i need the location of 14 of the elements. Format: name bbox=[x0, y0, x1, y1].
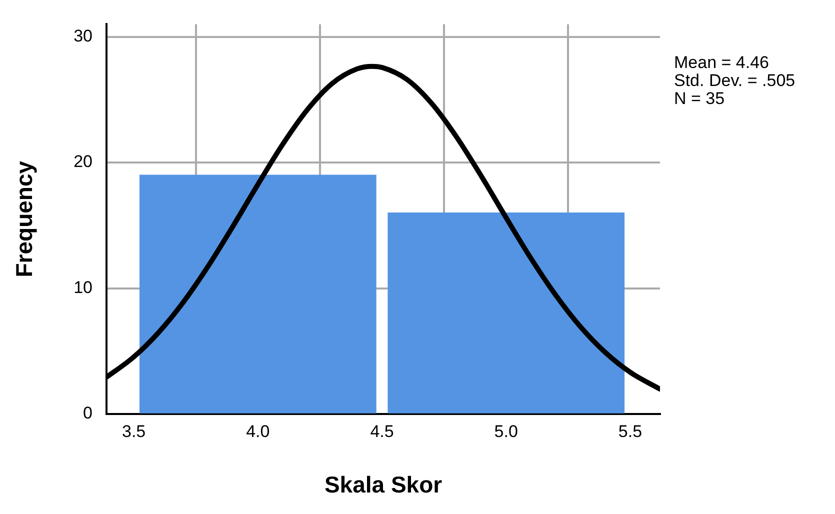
x-tick-label: 4.5 bbox=[370, 422, 394, 441]
x-tick-label: 5.5 bbox=[618, 422, 642, 441]
y-axis-title: Frequency bbox=[11, 160, 38, 278]
x-tick-label: 4.0 bbox=[246, 422, 270, 441]
x-tick-label: 3.5 bbox=[122, 422, 146, 441]
y-tick-label: 10 bbox=[74, 278, 93, 297]
x-axis-title: Skala Skor bbox=[324, 472, 442, 498]
y-tick-label: 0 bbox=[83, 404, 93, 423]
y-tick-label: 30 bbox=[74, 26, 93, 46]
text: Mean = 4.46 bbox=[674, 53, 769, 72]
y-tick-label: 20 bbox=[74, 152, 93, 172]
x-tick-label: 5.0 bbox=[494, 422, 518, 441]
text: Std. Dev. = .505 bbox=[674, 71, 796, 90]
text: N = 35 bbox=[674, 89, 725, 108]
